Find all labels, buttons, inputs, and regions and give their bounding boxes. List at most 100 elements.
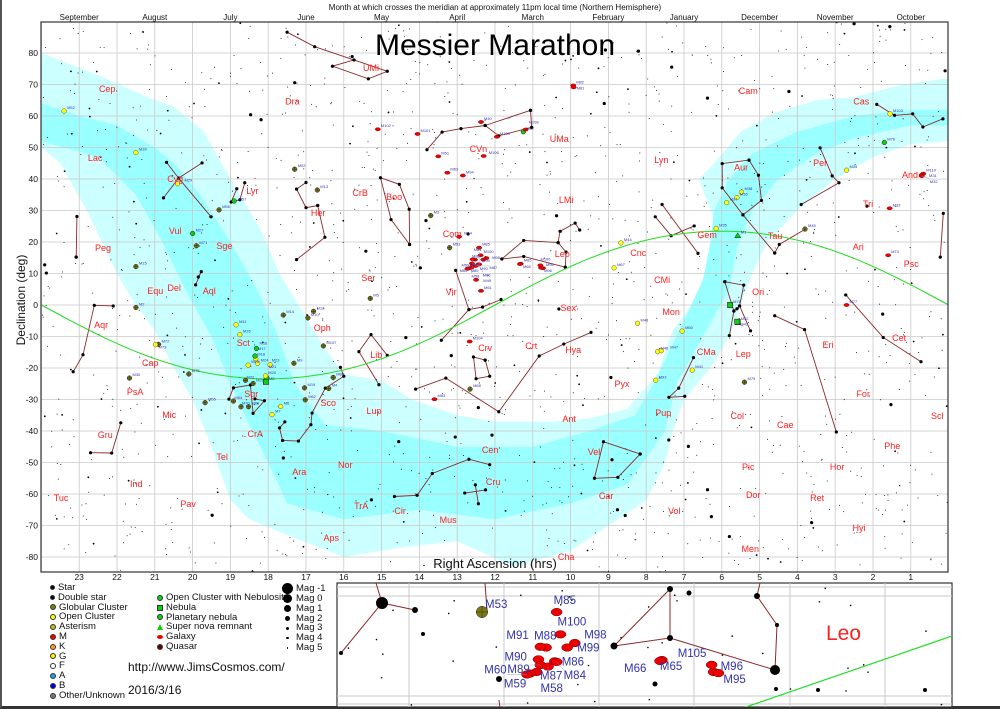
star: [392, 510, 394, 512]
star: [369, 123, 371, 125]
open-cluster-marker: [245, 362, 251, 368]
inset-star: [867, 671, 869, 673]
star: [774, 247, 776, 249]
star: [921, 39, 923, 41]
star: [670, 217, 672, 219]
inset-messier-label: M91: [506, 630, 528, 642]
star: [412, 193, 414, 195]
star: [444, 178, 446, 180]
legend-item: G: [50, 651, 128, 662]
star: [627, 367, 629, 369]
star: [659, 377, 661, 379]
star: [388, 38, 390, 40]
star: [703, 205, 705, 207]
star: [607, 57, 609, 59]
star: [461, 390, 463, 392]
star: [873, 139, 875, 141]
bright-star: [799, 202, 803, 207]
star: [148, 245, 150, 247]
star: [645, 94, 647, 96]
star: [563, 461, 565, 463]
star: [736, 147, 738, 149]
star: [534, 45, 536, 47]
cross-mark: [302, 397, 308, 403]
star: [532, 495, 534, 497]
x-tick-label: 11: [528, 572, 537, 582]
bright-star: [200, 161, 204, 165]
star: [625, 338, 627, 340]
bright-star: [483, 358, 487, 362]
star: [765, 492, 767, 494]
star: [803, 55, 805, 57]
y-tick-label: 20: [29, 237, 39, 247]
star: [482, 321, 484, 323]
star: [361, 166, 363, 168]
messier-label: M102: [381, 123, 392, 128]
constellation-label: CrA: [248, 429, 264, 439]
star: [82, 262, 84, 264]
star: [850, 117, 852, 119]
star: [139, 105, 141, 107]
messier-label: M88: [472, 254, 481, 259]
star: [818, 546, 820, 548]
messier-label: M45: [808, 223, 817, 228]
star: [511, 217, 513, 219]
star: [129, 315, 131, 317]
galaxy-marker: [374, 127, 381, 132]
star: [507, 222, 509, 224]
star: [341, 350, 343, 352]
y-tick-label: 10: [29, 269, 39, 279]
star: [488, 421, 490, 423]
bright-star: [194, 283, 198, 287]
constellation-label: Hyi: [853, 523, 866, 533]
color-dot-icon: [157, 643, 163, 650]
star: [77, 32, 79, 34]
open-cluster-marker: [269, 412, 275, 418]
star: [415, 263, 417, 265]
star: [759, 88, 761, 90]
star: [496, 366, 498, 368]
website-url[interactable]: http://www.JimsCosmos.com/: [128, 660, 285, 674]
star: [749, 413, 751, 415]
bright-star: [81, 353, 85, 357]
star: [686, 482, 689, 484]
constellation-label: TrA: [354, 501, 368, 511]
star: [609, 132, 611, 134]
star: [487, 348, 489, 350]
star: [386, 90, 388, 92]
star: [907, 184, 909, 186]
star: [834, 376, 836, 378]
star: [51, 446, 53, 448]
star: [116, 126, 118, 128]
star: [61, 276, 63, 278]
star: [610, 458, 614, 462]
star: [759, 162, 761, 164]
inset-star: [824, 587, 827, 590]
star: [206, 223, 208, 225]
bright-star: [304, 206, 308, 210]
bright-star: [530, 125, 534, 129]
galaxy-marker: [464, 266, 471, 271]
messier-label: M87: [490, 265, 499, 270]
star: [44, 271, 48, 275]
star: [73, 92, 75, 94]
star: [522, 340, 524, 342]
y-tick-label: 30: [29, 206, 39, 216]
star: [574, 458, 576, 460]
star: [710, 62, 712, 64]
x-tick-label: 6: [719, 572, 724, 582]
star: [282, 553, 284, 555]
star: [633, 281, 635, 283]
star: [718, 540, 720, 542]
bright-star: [75, 214, 79, 219]
inset-star: [410, 704, 413, 706]
constellation-line: [939, 213, 944, 258]
star: [59, 38, 61, 40]
star: [325, 424, 327, 426]
legend-label: Mag -1: [296, 582, 326, 594]
star: [146, 382, 148, 384]
star: [68, 544, 70, 546]
star: [884, 536, 886, 538]
open-cluster-marker: [689, 367, 695, 373]
star: [330, 103, 332, 105]
